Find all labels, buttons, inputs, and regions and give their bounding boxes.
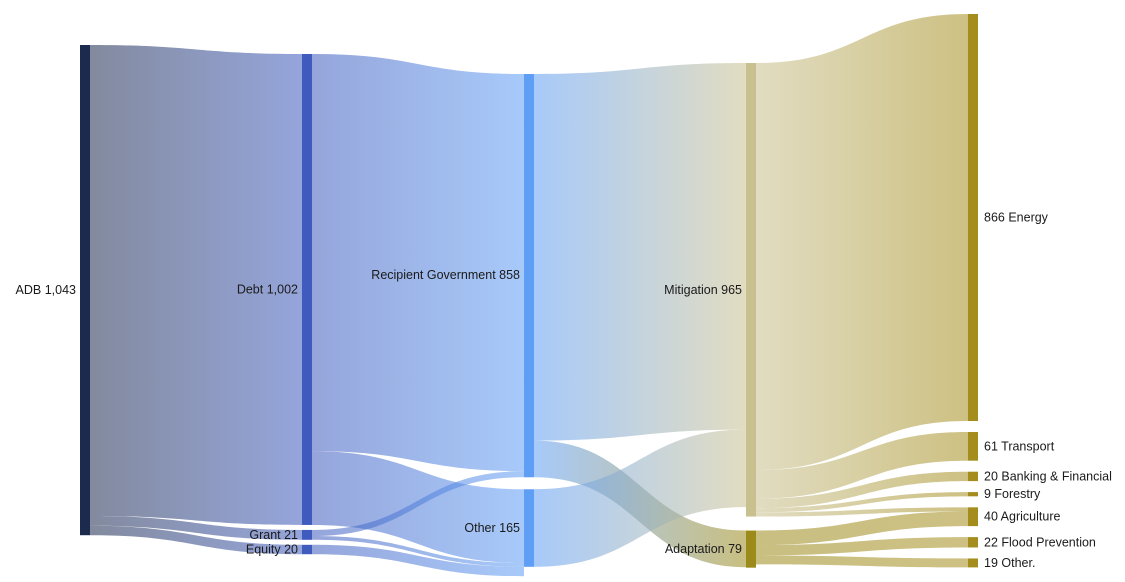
node-equity <box>302 544 312 555</box>
link-mitigation-to-banking-financial <box>756 471 968 509</box>
node-agriculture <box>968 507 978 527</box>
node-label-adb: ADB 1,043 <box>16 283 77 297</box>
node-label-debt: Debt 1,002 <box>237 282 298 296</box>
link-equity-to-other <box>312 544 524 577</box>
node-adb <box>80 45 90 536</box>
link-recipient-government-to-mitigation <box>534 63 746 441</box>
sankey-nodes <box>80 14 978 568</box>
link-adaptation-to-agriculture <box>756 511 968 546</box>
link-adb-to-equity <box>90 525 302 555</box>
node-label-transport: 61 Transport <box>984 439 1055 453</box>
node-label-energy: 866 Energy <box>984 211 1049 225</box>
node-forestry <box>968 492 978 497</box>
node-adaptation <box>746 530 756 568</box>
node-label-adaptation: Adaptation 79 <box>665 542 742 556</box>
link-adb-to-grant <box>90 515 302 540</box>
node-label-flood-prevention: 22 Flood Prevention <box>984 535 1096 549</box>
sankey-links <box>90 14 968 577</box>
node-debt <box>302 54 312 525</box>
link-grant-to-recipient-government <box>312 471 524 537</box>
node-label-other: Other 165 <box>464 521 520 535</box>
link-mitigation-to-agriculture <box>756 507 968 517</box>
link-other-to-mitigation <box>534 429 746 567</box>
node-recipient-government <box>524 74 534 478</box>
node-energy <box>968 14 978 422</box>
node-transport <box>968 432 978 461</box>
node-flood-prevention <box>968 537 978 548</box>
link-adb-to-debt <box>90 45 302 525</box>
link-debt-to-recipient-government <box>312 54 524 472</box>
node-grant <box>302 529 312 540</box>
link-mitigation-to-energy <box>756 14 968 471</box>
node-label-agriculture: 40 Agriculture <box>984 510 1060 524</box>
link-debt-to-other <box>312 451 524 564</box>
node-other <box>524 489 534 567</box>
node-label-grant: Grant 21 <box>249 528 298 542</box>
link-adaptation-to-other <box>756 555 968 568</box>
link-mitigation-to-transport <box>756 432 968 499</box>
node-label-equity: Equity 20 <box>246 543 298 557</box>
node-label-recipient-government: Recipient Government 858 <box>371 268 520 282</box>
node-label-banking-financial: 20 Banking & Financial <box>984 469 1112 483</box>
node-label-mitigation: Mitigation 965 <box>664 283 742 297</box>
node-label-other: 19 Other. <box>984 556 1035 570</box>
node-label-forestry: 9 Forestry <box>984 487 1041 501</box>
node-banking-financial <box>968 471 978 482</box>
link-mitigation-to-forestry <box>756 492 968 513</box>
node-mitigation <box>746 63 756 517</box>
link-grant-to-other <box>312 536 524 567</box>
link-adaptation-to-flood-prevention <box>756 537 968 556</box>
node-other <box>968 558 978 568</box>
